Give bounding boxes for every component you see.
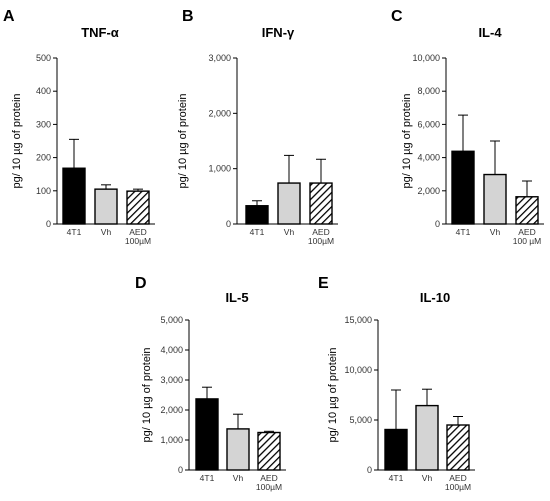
panel-letter: D (135, 275, 147, 292)
y-tick-label: 500 (36, 53, 51, 63)
bar-vh (277, 182, 301, 225)
panel-title: IL-4 (478, 25, 502, 40)
panel-d: D IL-5 pg/ 10 µg of protein 0 1,000 2,000 3,00… (135, 275, 286, 492)
bar-4t1 (451, 150, 475, 225)
panel-letter: B (182, 8, 194, 25)
y-tick-label: 400 (36, 86, 51, 96)
bar-4t1 (62, 167, 86, 225)
x-category-label: 100µM (256, 482, 282, 492)
x-category-label: Vh (490, 227, 501, 237)
y-axis-label: pg/ 10 µg of protein (141, 347, 153, 442)
y-tick-label: 2,000 (208, 108, 231, 118)
x-category-label: Vh (284, 227, 295, 237)
y-tick-label: 10,000 (344, 365, 372, 375)
bar-vh (226, 428, 250, 471)
y-tick-label: 3,000 (208, 53, 231, 63)
y-axis-label: pg/ 10 µg of protein (401, 93, 413, 188)
y-tick-label: 0 (435, 219, 440, 229)
x-category-label: Vh (233, 473, 244, 483)
x-category-label: 4T1 (456, 227, 471, 237)
bar-vh (94, 188, 118, 225)
panel-b: B IFN-γ pg/ 10 µg of protein 0 1,000 2,000 3,0… (177, 8, 338, 246)
x-category-label: 100µM (308, 236, 334, 246)
y-tick-label: 15,000 (344, 315, 372, 325)
y-tick-label: 0 (367, 465, 372, 475)
y-tick-label: 0 (226, 219, 231, 229)
y-tick-label: 10,000 (412, 53, 440, 63)
y-tick-label: 2,000 (160, 405, 183, 415)
bar-aed (257, 431, 281, 471)
y-axis-label: pg/ 10 µg of protein (177, 93, 189, 188)
y-axis-label: pg/ 10 µg of protein (327, 347, 339, 442)
panel-e: E IL-10 pg/ 10 µg of protein 0 5,000 10,000 15… (318, 275, 475, 492)
x-category-label: AED (260, 473, 277, 483)
y-tick-label: 0 (178, 465, 183, 475)
y-tick-label: 2,000 (417, 186, 440, 196)
x-category-label: 100µM (445, 482, 471, 492)
y-tick-label: 200 (36, 153, 51, 163)
y-tick-label: 1,000 (160, 435, 183, 445)
y-tick-label: 5,000 (160, 315, 183, 325)
bar-aed (515, 196, 539, 225)
y-tick-label: 100 (36, 186, 51, 196)
bar-aed (126, 190, 150, 225)
panel-letter: A (3, 8, 15, 25)
x-category-label: 100 µM (513, 236, 542, 246)
bar-vh (415, 404, 439, 471)
y-tick-label: 8,000 (417, 86, 440, 96)
y-tick-label: 1,000 (208, 164, 231, 174)
y-tick-label: 6,000 (417, 119, 440, 129)
panel-letter: C (391, 8, 403, 25)
x-category-label: AED (518, 227, 535, 237)
panel-c: C IL-4 pg/ 10 µg of protein 0 2,000 4,000 6,00… (391, 8, 544, 246)
x-category-label: Vh (422, 473, 433, 483)
x-category-label: 4T1 (250, 227, 265, 237)
x-category-label: 4T1 (389, 473, 404, 483)
bar-aed (446, 424, 470, 471)
x-category-label: AED (129, 227, 146, 237)
bar-vh (483, 173, 507, 225)
x-category-label: 4T1 (200, 473, 215, 483)
x-category-label: 100µM (125, 236, 151, 246)
y-tick-label: 3,000 (160, 375, 183, 385)
panel-title: IFN-γ (262, 25, 295, 40)
bar-aed (309, 182, 333, 225)
y-tick-label: 300 (36, 119, 51, 129)
panel-title: TNF-α (81, 25, 119, 40)
x-category-label: AED (449, 473, 466, 483)
x-category-label: Vh (101, 227, 112, 237)
bar-4t1 (195, 398, 219, 471)
y-tick-label: 0 (46, 219, 51, 229)
y-tick-label: 4,000 (160, 345, 183, 355)
panel-title: IL-10 (420, 290, 450, 305)
panel-a: A TNF-α pg/ 10 µg of protein 0 100 200 300 400 5… (3, 8, 155, 246)
x-category-label: AED (312, 227, 329, 237)
y-tick-label: 4,000 (417, 153, 440, 163)
y-axis-label: pg/ 10 µg of protein (11, 93, 23, 188)
bar-4t1 (245, 205, 269, 225)
panel-letter: E (318, 275, 329, 292)
bar-4t1 (384, 428, 408, 471)
panel-title: IL-5 (225, 290, 248, 305)
x-category-label: 4T1 (67, 227, 82, 237)
y-tick-label: 5,000 (349, 415, 372, 425)
